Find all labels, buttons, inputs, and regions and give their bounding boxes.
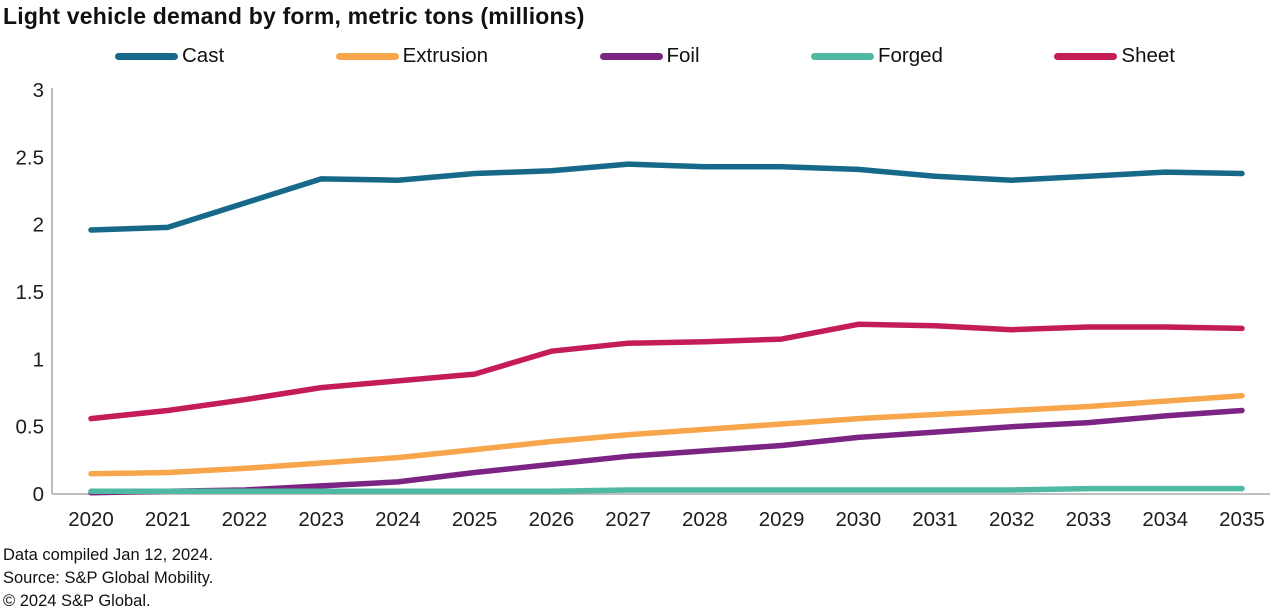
legend-item-foil: Foil — [599, 44, 700, 68]
line-chart: 0 0.5 1 1.5 2 2.5 3 2020 2021 2022 2023 2024 2025 202… — [16, 79, 1270, 531]
legend-item-forged: Forged — [810, 44, 943, 68]
legend-item-sheet: Sheet — [1054, 44, 1175, 68]
x-tick-label: 2030 — [835, 508, 881, 531]
footnotes: Data compiled Jan 12, 2024. Source: S&P … — [3, 544, 213, 613]
series-line-sheet — [88, 321, 1245, 422]
y-tick-label: 0.5 — [16, 416, 45, 439]
y-tick-label: 1.5 — [16, 281, 45, 304]
series-line-cast — [88, 161, 1245, 233]
footnote-copyright: © 2024 S&P Global. — [3, 592, 151, 610]
y-tick-label: 2.5 — [16, 146, 45, 169]
y-tick-label: 3 — [33, 79, 44, 102]
x-tick-label: 2026 — [529, 508, 575, 531]
legend-swatch-cast — [115, 52, 178, 60]
legend-label: Cast — [182, 44, 225, 67]
legend-label: Forged — [877, 44, 943, 67]
x-tick-label: 2032 — [989, 508, 1035, 531]
legend-swatch-forged — [810, 52, 874, 60]
series-line-forged — [88, 485, 1245, 495]
x-tick-label: 2027 — [605, 508, 651, 531]
x-tick-label: 2033 — [1066, 508, 1112, 531]
legend-item-extrusion: Extrusion — [335, 44, 489, 68]
legend-swatch-foil — [599, 52, 663, 60]
x-tick-label: 2031 — [912, 508, 958, 531]
footnote-source: Source: S&P Global Mobility. — [3, 569, 214, 587]
footnote-compiled: Data compiled Jan 12, 2024. — [3, 546, 214, 564]
x-tick-label: 2029 — [759, 508, 805, 531]
y-tick-label: 1 — [33, 348, 44, 371]
y-tick-label: 0 — [33, 483, 44, 506]
chart-title: Light vehicle demand by form, metric ton… — [3, 3, 585, 29]
legend-label: Sheet — [1121, 44, 1175, 67]
legend-swatch-sheet — [1054, 52, 1118, 60]
series-line-foil — [88, 407, 1245, 496]
x-tick-label: 2025 — [452, 508, 498, 531]
x-tick-label: 2028 — [682, 508, 728, 531]
legend-item-cast: Cast — [115, 44, 224, 68]
legend: Cast Extrusion Foil Forged Sheet — [115, 44, 1175, 68]
legend-swatch-extrusion — [335, 52, 399, 60]
y-tick-label: 2 — [33, 214, 44, 237]
x-tick-label: 2034 — [1142, 508, 1188, 531]
x-tick-label: 2024 — [375, 508, 421, 531]
x-tick-label: 2022 — [222, 508, 268, 531]
series-line-extrusion — [88, 392, 1245, 477]
x-tick-label: 2023 — [298, 508, 344, 531]
x-tick-label: 2021 — [145, 508, 191, 531]
x-tick-label: 2020 — [68, 508, 114, 531]
legend-label: Extrusion — [402, 44, 489, 67]
legend-label: Foil — [666, 44, 700, 67]
x-tick-label: 2035 — [1219, 508, 1265, 531]
